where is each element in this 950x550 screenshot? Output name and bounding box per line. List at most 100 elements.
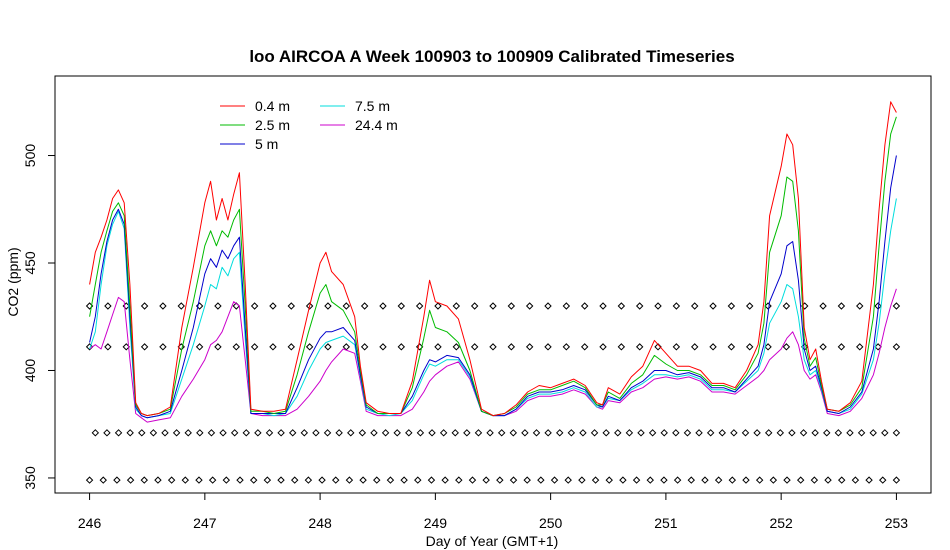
marker-point [287, 302, 295, 310]
marker-point [470, 343, 479, 351]
marker-point [85, 302, 94, 310]
marker-point [673, 476, 682, 484]
marker-point [525, 302, 534, 310]
x-tick-label: 247 [193, 515, 217, 531]
marker-point [250, 302, 259, 310]
marker-point [434, 343, 442, 351]
marker-point [455, 476, 463, 484]
marker-point [470, 302, 479, 310]
marker-point [416, 429, 425, 437]
marker-point [291, 476, 299, 484]
marker-point [892, 429, 901, 437]
marker-point [324, 302, 332, 310]
marker-point [177, 302, 185, 310]
legend-label: 24.4 m [355, 117, 398, 133]
marker-point [799, 429, 808, 437]
marker-point [562, 343, 571, 351]
marker-point [810, 476, 819, 484]
marker-point [746, 343, 754, 351]
marker-point [730, 429, 738, 437]
marker-point [764, 343, 772, 351]
marker-point [184, 429, 192, 437]
marker-point [567, 429, 576, 437]
marker-point [360, 343, 369, 351]
x-tick-label: 248 [308, 515, 332, 531]
marker-point [222, 476, 231, 484]
marker-point [104, 302, 112, 310]
marker-point [672, 343, 681, 351]
marker-point [823, 429, 831, 437]
marker-point [113, 476, 121, 484]
marker-point [214, 302, 222, 310]
marker-point [161, 429, 169, 437]
marker-point [397, 302, 406, 310]
marker-point [796, 476, 805, 484]
marker-point [599, 302, 607, 310]
marker-point [250, 343, 259, 351]
marker-point [706, 429, 715, 437]
marker-point [660, 476, 668, 484]
marker-point [590, 429, 599, 437]
legend-label: 7.5 m [355, 98, 390, 114]
marker-point [236, 476, 244, 484]
marker-point [521, 429, 529, 437]
marker-point [99, 476, 107, 484]
marker-point [509, 429, 518, 437]
marker-point [126, 476, 135, 484]
marker-point [782, 343, 791, 351]
marker-point [892, 476, 901, 484]
marker-point [625, 429, 634, 437]
marker-point [742, 476, 750, 484]
marker-point [126, 429, 134, 437]
marker-point [727, 343, 736, 351]
marker-point [167, 476, 176, 484]
marker-point [468, 476, 477, 484]
marker-point [851, 476, 860, 484]
marker-point [765, 429, 773, 437]
marker-point [195, 476, 203, 484]
marker-point [824, 476, 832, 484]
marker-point [579, 429, 587, 437]
marker-point [776, 429, 785, 437]
marker-point [654, 302, 662, 310]
marker-point [415, 302, 424, 310]
marker-point [619, 476, 627, 484]
marker-point [360, 302, 369, 310]
marker-point [342, 343, 351, 351]
marker-point [856, 302, 864, 310]
marker-point [85, 476, 94, 484]
series-line [89, 288, 897, 423]
marker-point [648, 429, 657, 437]
x-tick-label: 250 [539, 515, 563, 531]
marker-point [265, 429, 274, 437]
marker-point [358, 429, 367, 437]
marker-point [103, 429, 111, 437]
marker-point [104, 343, 112, 351]
marker-point [277, 476, 285, 484]
x-tick-label: 246 [78, 515, 102, 531]
marker-point [386, 476, 395, 484]
marker-point [646, 476, 654, 484]
marker-point [811, 429, 819, 437]
marker-point [489, 302, 497, 310]
marker-point [263, 476, 272, 484]
marker-point [312, 429, 320, 437]
marker-point [324, 343, 332, 351]
marker-point [537, 476, 545, 484]
y-tick-label: 450 [22, 251, 38, 275]
chart-title: loo AIRCOA A Week 100903 to 100909 Calib… [249, 47, 734, 66]
marker-point [359, 476, 367, 484]
marker-point [727, 302, 736, 310]
marker-point [617, 343, 626, 351]
marker-point [289, 429, 297, 437]
marker-point [159, 343, 167, 351]
marker-point [691, 343, 699, 351]
marker-point [347, 429, 355, 437]
marker-point [379, 302, 387, 310]
marker-point [379, 343, 387, 351]
marker-point [441, 476, 449, 484]
marker-point [181, 476, 190, 484]
marker-point [614, 429, 622, 437]
marker-point [838, 476, 846, 484]
legend-label: 2.5 m [255, 117, 290, 133]
